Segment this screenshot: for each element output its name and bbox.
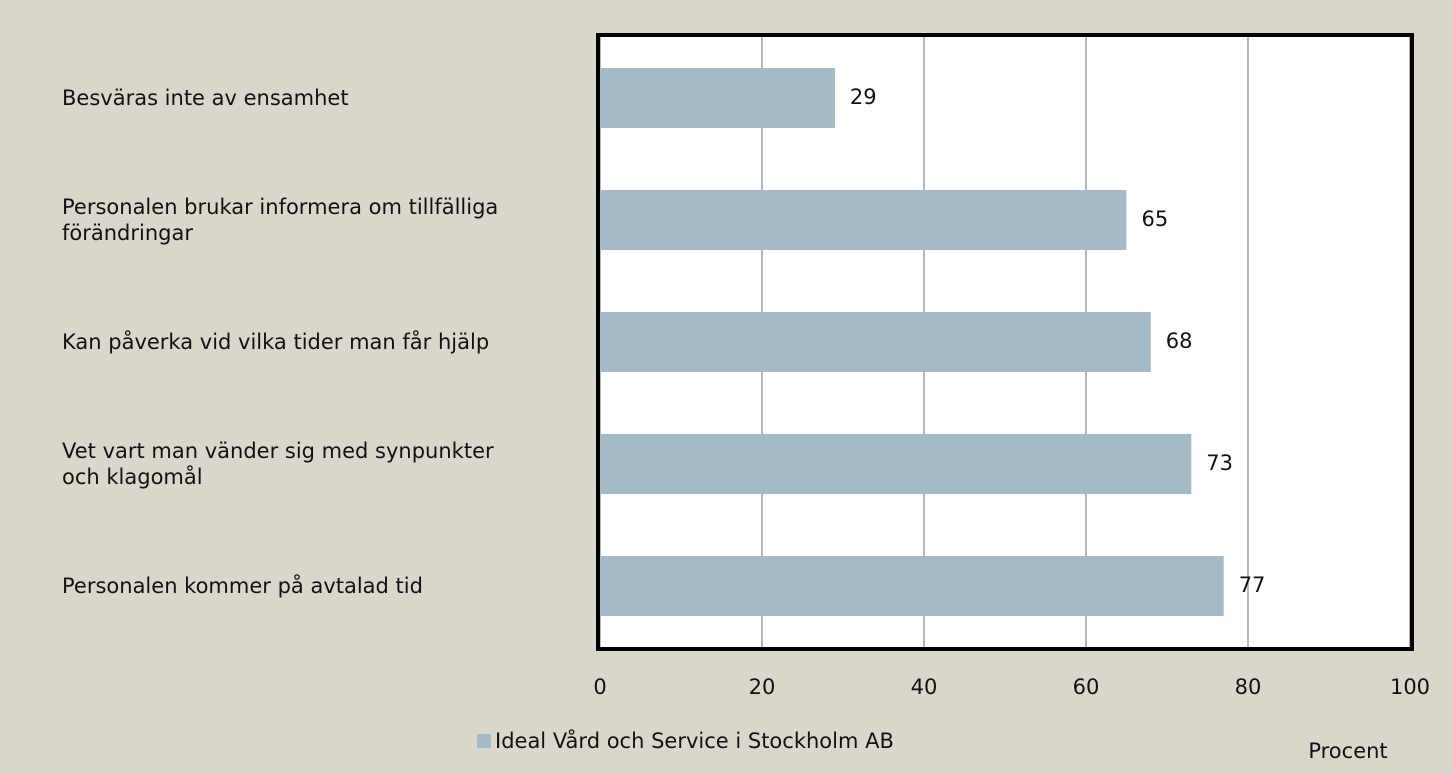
plot-border — [596, 33, 1414, 651]
x-axis-label: Procent — [1308, 739, 1387, 763]
x-tick-label: 80 — [1235, 675, 1262, 699]
legend-label: Ideal Vård och Service i Stockholm AB — [495, 728, 894, 753]
data-label: 65 — [1142, 207, 1169, 231]
bar — [600, 312, 1151, 372]
bar — [600, 68, 835, 128]
y-tick-label: Vet vart man vänder sig med synpunkter o… — [62, 439, 494, 489]
y-tick-label: Personalen kommer på avtalad tid — [62, 574, 423, 598]
bar — [600, 434, 1192, 494]
x-tick-label: 40 — [911, 675, 938, 699]
y-tick-label: Besväras inte av ensamhet — [62, 86, 349, 110]
y-tick-label: Personalen brukar informera om tillfälli… — [62, 195, 499, 245]
legend-swatch — [477, 734, 491, 748]
x-tick-label: 20 — [749, 675, 776, 699]
bar — [600, 556, 1224, 616]
x-tick-label: 0 — [593, 675, 606, 699]
data-label: 29 — [850, 85, 877, 109]
y-tick-label: Kan påverka vid vilka tider man får hjäl… — [62, 330, 490, 354]
data-label: 73 — [1206, 451, 1233, 475]
x-tick-label: 100 — [1390, 675, 1430, 699]
data-label: 68 — [1166, 329, 1193, 353]
x-tick-label: 60 — [1073, 675, 1100, 699]
data-label: 77 — [1239, 573, 1266, 597]
bar — [600, 190, 1127, 250]
